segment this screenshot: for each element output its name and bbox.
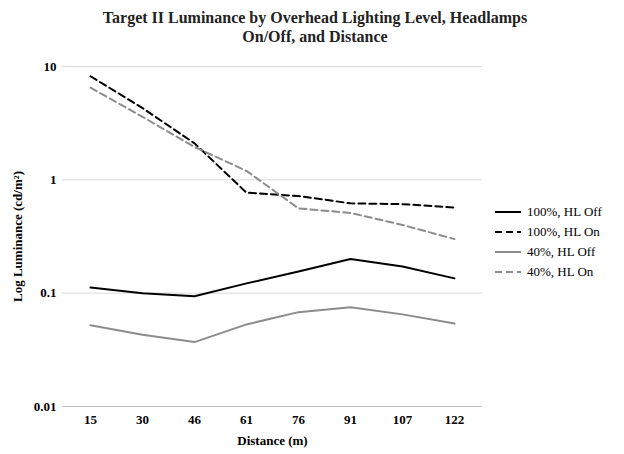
html-text:100%, HL On: 100%, HL On (527, 224, 600, 239)
svg-text:Distance (m): Distance (m) (237, 433, 307, 448)
svg-text:0.01: 0.01 (34, 399, 57, 414)
svg-text:46: 46 (188, 412, 202, 427)
html-text:40%, HL On: 40%, HL On (527, 264, 594, 279)
svg-text:30: 30 (136, 412, 149, 427)
svg-text:91: 91 (344, 412, 357, 427)
svg-text:Log Luminance (cd/m²): Log Luminance (cd/m²) (10, 171, 25, 302)
svg-text:0.1: 0.1 (40, 285, 56, 300)
html-text:Target II Luminance by Overhea: Target II Luminance by Overhead Lighting… (102, 9, 528, 45)
svg-text:76: 76 (292, 412, 306, 427)
svg-text:15: 15 (84, 412, 98, 427)
html-text:40%, HL Off: 40%, HL Off (527, 244, 596, 259)
svg-text:122: 122 (445, 412, 465, 427)
svg-text:10: 10 (44, 59, 57, 74)
html-text:100%, HL Off: 100%, HL Off (527, 204, 602, 219)
svg-text:107: 107 (393, 412, 413, 427)
svg-text:1: 1 (50, 172, 57, 187)
svg-text:61: 61 (240, 412, 253, 427)
